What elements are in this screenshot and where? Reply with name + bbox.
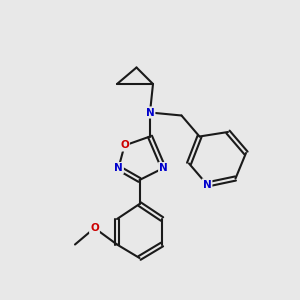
- Text: N: N: [114, 163, 123, 173]
- Text: N: N: [202, 179, 211, 190]
- Text: O: O: [90, 223, 99, 233]
- Text: N: N: [159, 163, 168, 173]
- Text: O: O: [120, 140, 129, 151]
- Text: N: N: [146, 107, 154, 118]
